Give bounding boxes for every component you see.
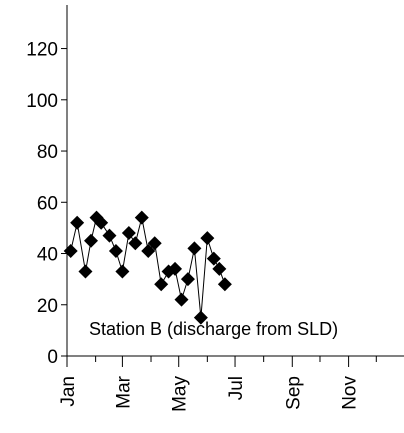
data-point [141,243,156,258]
data-point [180,272,195,287]
series-line [70,216,226,318]
y-tick-label: 40 [37,245,58,266]
data-point [115,264,130,279]
data-point [94,215,109,230]
data-point [63,243,78,258]
x-tick-label: Jan [58,376,79,407]
data-point [121,226,136,241]
x-tick-label: Jul [226,376,247,400]
y-axis-ticks: 0 20 40 60 80 100 120 [26,40,67,368]
x-axis-ticks: Jan Mar May Jul Sep Nov [58,356,377,412]
data-point [200,231,215,246]
data-point [212,261,227,276]
data-point [187,241,202,256]
x-tick-label: Mar [113,375,134,408]
y-tick-label: 20 [37,296,58,317]
data-point [128,236,143,251]
data-point [84,233,99,248]
data-point [217,277,232,292]
y-tick-label: 60 [37,193,58,214]
x-tick-label: Sep [283,376,304,410]
data-point [193,310,208,325]
y-tick-label: 80 [37,142,58,163]
series-markers [63,210,232,325]
x-tick-label: May [170,376,191,412]
data-point [154,277,169,292]
axes [66,5,404,357]
data-point [206,251,221,266]
data-point [70,215,85,230]
data-point [108,243,123,258]
y-tick-label: 120 [26,40,58,61]
y-tick-label: 0 [47,347,58,368]
data-point [78,264,93,279]
data-point [134,210,149,225]
chart-annotation: Station B (discharge from SLD) [89,319,338,339]
x-tick-label: Nov [340,376,361,410]
data-point [174,292,189,307]
data-point [147,236,162,251]
y-tick-label: 100 [26,91,58,112]
data-point [102,228,117,243]
data-point [168,261,183,276]
